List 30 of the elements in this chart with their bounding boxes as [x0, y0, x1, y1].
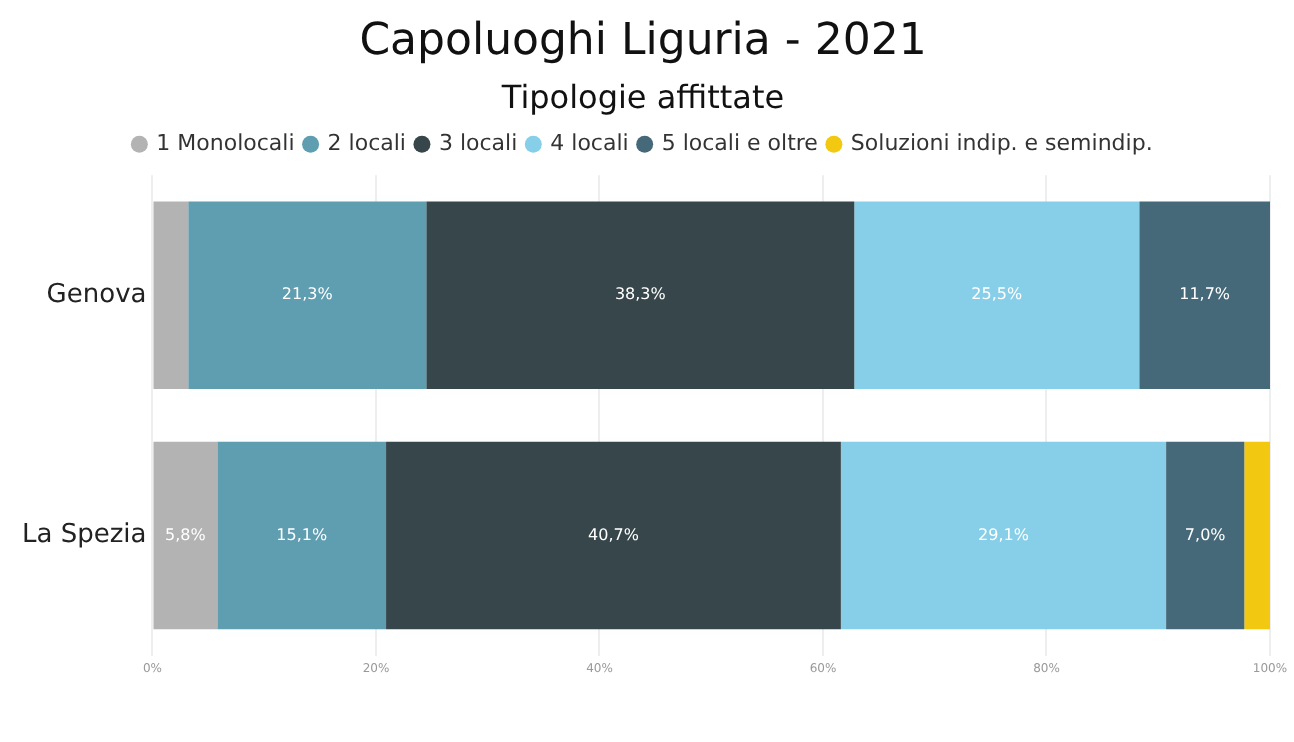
data-label: 38,3% [614, 285, 667, 304]
bar [840, 441, 1167, 630]
data-label: 25,5% [971, 285, 1023, 304]
bar [1244, 441, 1270, 630]
bar [153, 201, 189, 389]
bar [426, 201, 855, 389]
bar [386, 441, 841, 630]
y-tick-label: Genova [46, 280, 147, 311]
bar [1139, 201, 1270, 389]
data-label: 40,7% [588, 525, 640, 544]
data-label: 11,7% [1179, 285, 1231, 304]
legend-label: 2 locali [327, 129, 406, 156]
bar [1166, 441, 1245, 630]
legend-label: 5 locali e oltre [661, 129, 819, 156]
data-label: 21,3% [281, 285, 334, 304]
data-label: 15,1% [276, 525, 328, 544]
bar [188, 201, 427, 389]
y-tick-label: La Spezia [21, 520, 147, 551]
legend-label: 4 locali [550, 129, 629, 156]
legend-label: 3 locali [438, 129, 518, 156]
data-label: 5,8% [165, 525, 207, 544]
data-label: 29,1% [978, 525, 1030, 544]
data-label: 7,0% [1184, 525, 1227, 544]
legend-label: 1 Monolocali [156, 129, 295, 156]
bar [854, 201, 1140, 389]
bar [153, 441, 218, 630]
bar [217, 441, 387, 630]
legend-label: Soluzioni indip. e semindip. [850, 129, 1153, 156]
chart-title: Capoluoghi Liguria - 2021 [359, 15, 927, 66]
chart-subtitle: Tipologie affittate [499, 78, 785, 117]
